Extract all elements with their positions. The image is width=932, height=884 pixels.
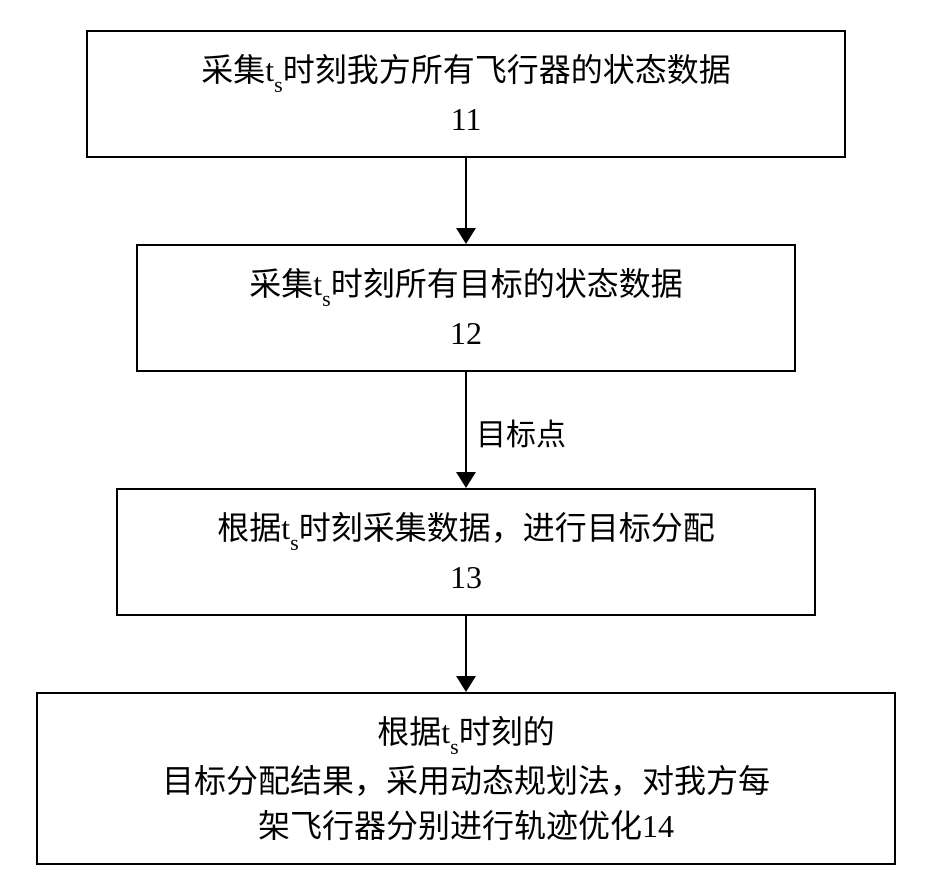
arrowhead-icon [456, 228, 476, 244]
node-1-line1-post: 时刻我方所有飞行器的状态数据 [283, 52, 731, 88]
node-4-line1-post: 时刻的 [459, 714, 555, 750]
node-4-line3: 架飞行器分别进行轨迹优化14 [58, 804, 874, 849]
arrowhead-icon [456, 676, 476, 692]
node-4-line1-sub: s [450, 734, 459, 759]
flow-edge-3 [456, 616, 476, 692]
node-4-line2: 目标分配结果，采用动态规划法，对我方每 [58, 759, 874, 804]
flowchart-container: 采集ts时刻我方所有飞行器的状态数据 11 采集ts时刻所有目标的状态数据 12… [36, 30, 896, 865]
node-4-line1: 根据ts时刻的 [58, 710, 874, 759]
node-1-line1-pre: 采集t [201, 52, 274, 88]
edge-2-label: 目标点 [476, 410, 566, 454]
node-3-line2: 13 [138, 555, 794, 600]
arrow-stem [465, 616, 468, 676]
arrow-stem [465, 158, 468, 228]
node-2-line1-post: 时刻所有目标的状态数据 [331, 266, 683, 302]
node-3-line1: 根据ts时刻采集数据，进行目标分配 [138, 506, 794, 555]
node-2-line1: 采集ts时刻所有目标的状态数据 [158, 262, 774, 311]
node-2-line2: 12 [158, 311, 774, 356]
flow-node-2: 采集ts时刻所有目标的状态数据 12 [136, 244, 796, 372]
flow-edge-2: 目标点 [456, 372, 476, 488]
node-3-line1-sub: s [290, 530, 299, 555]
flow-node-1: 采集ts时刻我方所有飞行器的状态数据 11 [86, 30, 846, 158]
flow-edge-1 [456, 158, 476, 244]
flow-node-3: 根据ts时刻采集数据，进行目标分配 13 [116, 488, 816, 616]
node-1-line1: 采集ts时刻我方所有飞行器的状态数据 [108, 48, 824, 97]
node-1-line1-sub: s [274, 72, 283, 97]
node-3-line1-post: 时刻采集数据，进行目标分配 [299, 510, 715, 546]
arrow-stem [465, 372, 468, 472]
node-2-line1-sub: s [322, 286, 331, 311]
node-2-line1-pre: 采集t [249, 266, 322, 302]
node-1-line2: 11 [108, 97, 824, 142]
node-3-line1-pre: 根据t [217, 510, 290, 546]
node-4-line1-pre: 根据t [377, 714, 450, 750]
flow-node-4: 根据ts时刻的 目标分配结果，采用动态规划法，对我方每 架飞行器分别进行轨迹优化… [36, 692, 896, 865]
arrowhead-icon [456, 472, 476, 488]
